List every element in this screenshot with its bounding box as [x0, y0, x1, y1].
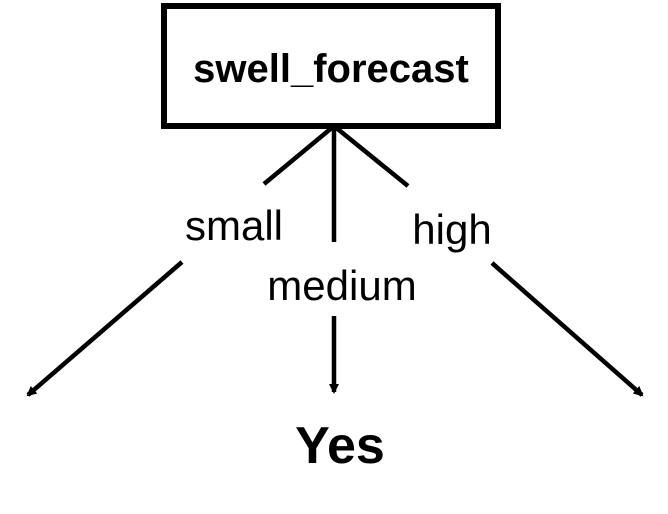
edge-high-upper	[332, 124, 410, 188]
edge-label-high: high	[412, 206, 491, 253]
root-node-box	[161, 3, 501, 129]
root-node-label: swell_forecast	[193, 47, 469, 91]
edge-small-arrow	[26, 260, 184, 397]
edge-high-arrow	[490, 261, 644, 397]
edge-small-upper	[262, 124, 336, 186]
edge-label-small: small	[185, 202, 283, 249]
leaf-node-yes: Yes	[295, 417, 385, 475]
edge-label-medium: medium	[267, 262, 416, 309]
